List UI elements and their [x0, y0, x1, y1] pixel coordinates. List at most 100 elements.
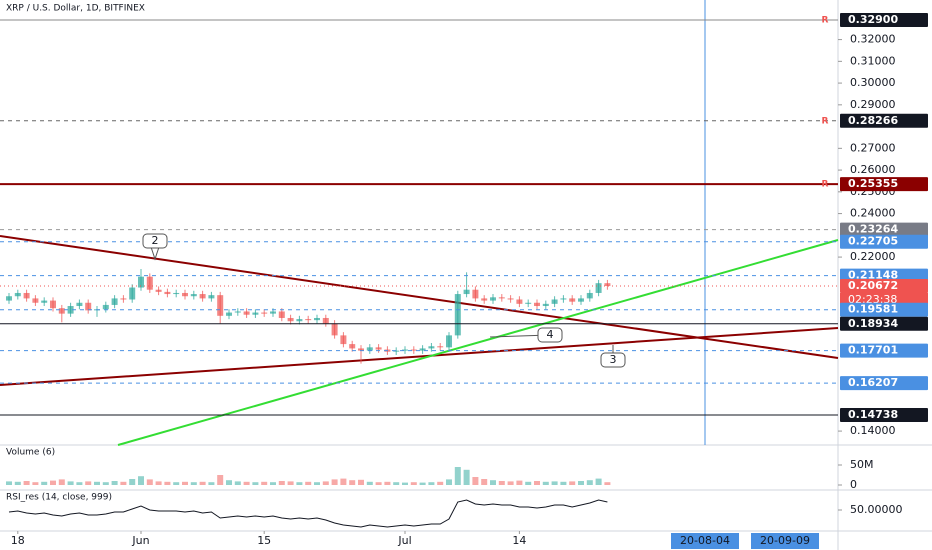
date-tag-label: 20-08-04: [680, 534, 730, 547]
candle-body: [173, 292, 180, 295]
volume-bar: [419, 482, 426, 485]
price-tag: [840, 408, 928, 423]
price-tag-label: 0.28266: [848, 114, 898, 127]
volume-bar: [384, 481, 391, 485]
volume-bar: [270, 482, 276, 485]
x-tick-label: 14: [512, 534, 526, 547]
candle-body: [437, 346, 444, 348]
price-tag-label: 0.22705: [848, 235, 898, 248]
trend-line: [0, 327, 839, 386]
candle-body: [234, 311, 241, 313]
volume-bar: [305, 481, 312, 485]
volume-bar: [472, 477, 479, 485]
volume-bar: [481, 479, 488, 485]
price-tag: [840, 177, 928, 192]
volume-bar: [217, 475, 224, 485]
candle-body: [146, 276, 153, 290]
candle-body: [542, 303, 549, 307]
volume-bar: [331, 479, 338, 485]
price-tag: [840, 113, 928, 128]
volume-tick-label: 50M: [850, 458, 874, 471]
candle-body: [578, 298, 584, 302]
volume-bar: [551, 481, 558, 485]
candle-body: [595, 283, 602, 293]
price-tag-label: 0.23264: [848, 223, 898, 236]
candle-body: [50, 300, 56, 309]
x-tick-label: 18: [11, 534, 25, 547]
price-tag-label: 0.19581: [848, 303, 898, 316]
volume-bar: [586, 480, 593, 485]
price-tag: [840, 234, 928, 249]
volume-bar: [349, 480, 356, 485]
date-tag: [751, 533, 819, 549]
volume-bar: [428, 482, 435, 485]
candle-body: [58, 308, 65, 314]
candle-body: [138, 276, 144, 288]
volume-bar: [199, 481, 206, 485]
candle-body: [208, 295, 215, 299]
candle-body: [287, 317, 294, 322]
candle-body: [305, 319, 312, 321]
price-tag-label: 0.20672: [848, 279, 898, 292]
volume-bar: [208, 482, 215, 485]
volume-bar: [94, 481, 100, 485]
y-tick-label: 0.27000: [850, 141, 896, 154]
volume-bar: [578, 481, 584, 485]
date-tag: [671, 533, 739, 549]
volume-bar: [182, 481, 188, 485]
candle-body: [85, 302, 92, 311]
price-tag-label: 0.17701: [848, 344, 898, 357]
y-tick-label: 0.14000: [850, 424, 896, 437]
volume-bar: [322, 481, 329, 485]
volume-bar: [358, 479, 364, 485]
candle-body: [366, 347, 373, 351]
price-tag: [840, 13, 928, 28]
candle-body: [551, 299, 558, 304]
candle-body: [217, 295, 224, 316]
volume-bar: [507, 481, 514, 485]
x-tick-label: Jul: [397, 534, 411, 547]
x-tick-label: 15: [257, 534, 271, 547]
price-tag: [840, 376, 928, 391]
volume-bar: [129, 479, 136, 485]
x-tick-label: Jun: [131, 534, 149, 547]
candle-body: [190, 294, 197, 297]
candle-body: [560, 298, 567, 300]
date-tag-label: 20-09-09: [760, 534, 810, 547]
trend-line: [117, 239, 839, 446]
volume-bar: [76, 482, 83, 485]
candle-body: [534, 302, 540, 307]
candle-body: [23, 292, 30, 299]
candle-body: [270, 311, 276, 314]
callout: [142, 233, 168, 249]
candle-body: [67, 306, 74, 314]
candle-body: [278, 311, 285, 318]
volume-bar: [296, 482, 303, 485]
price-tag-label: 0.21148: [848, 269, 898, 282]
volume-bar: [375, 482, 382, 485]
price-tag-label: 0.25355: [848, 177, 898, 190]
candle-body: [314, 317, 320, 321]
candle-body: [586, 292, 593, 299]
level-marker: R: [822, 180, 829, 190]
candle-body: [41, 300, 48, 303]
volume-bar: [6, 481, 12, 485]
volume-bar: [410, 482, 417, 485]
y-tick-label: 0.26000: [850, 163, 896, 176]
y-tick-label: 0.30000: [850, 76, 896, 89]
price-tag: [840, 278, 928, 293]
volume-tick-label: 0: [850, 478, 857, 491]
volume-bar: [146, 479, 153, 485]
callout-label: 4: [547, 328, 554, 341]
volume-bar: [569, 481, 576, 485]
volume-bar: [534, 481, 540, 485]
volume-bar: [58, 479, 65, 485]
candle-body: [349, 344, 356, 349]
candle-body: [375, 347, 382, 350]
callout-pointer: [150, 246, 160, 261]
volume-bar: [560, 481, 567, 485]
volume-bar: [234, 481, 241, 485]
price-tag-label: 0.14738: [848, 408, 898, 421]
volume-bar: [50, 480, 56, 485]
